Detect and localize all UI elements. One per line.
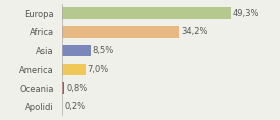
Bar — [62, 45, 91, 56]
Text: 8,5%: 8,5% — [93, 46, 114, 55]
Bar — [62, 64, 86, 75]
Text: 7,0%: 7,0% — [88, 65, 109, 74]
Text: 0,2%: 0,2% — [64, 102, 85, 111]
Bar — [62, 26, 179, 38]
Bar — [62, 82, 64, 94]
Text: 0,8%: 0,8% — [66, 84, 88, 93]
Bar — [62, 7, 231, 19]
Text: 34,2%: 34,2% — [181, 27, 207, 36]
Text: 49,3%: 49,3% — [233, 9, 259, 18]
